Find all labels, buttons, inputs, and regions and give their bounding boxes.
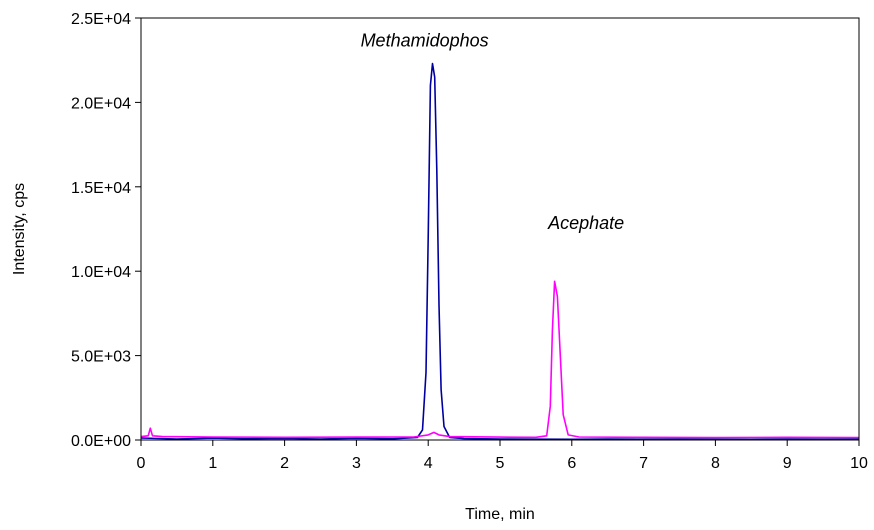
y-tick-label: 1.0E+04 <box>71 264 131 281</box>
x-axis-title: Time, min <box>465 506 535 523</box>
peak-annotation: Methamidophos <box>361 31 489 51</box>
y-axis-ticks: 0.0E+00 5.0E+03 1.0E+04 1.5E+04 2.0E+04 2.5E+… <box>71 11 141 450</box>
series-line-2 <box>140 280 860 439</box>
x-axis-ticks: 0 1 2 3 4 5 6 7 8 9 10 <box>137 440 868 472</box>
x-tick-label: 3 <box>352 455 361 472</box>
x-tick-label: 1 <box>208 455 217 472</box>
x-tick-label: 2 <box>280 455 289 472</box>
x-tick-label: 5 <box>496 455 505 472</box>
y-tick-label: 2.5E+04 <box>71 11 131 28</box>
x-tick-label: 4 <box>424 455 433 472</box>
peak-annotation: Acephate <box>547 213 624 233</box>
y-tick-label: 1.5E+04 <box>71 180 131 197</box>
annotations: Methamidophos Acephate <box>361 31 625 233</box>
y-tick-label: 2.0E+04 <box>71 95 131 112</box>
x-tick-label: 10 <box>850 455 868 472</box>
series-line-1 <box>140 62 860 441</box>
x-tick-label: 7 <box>639 455 648 472</box>
x-tick-label: 9 <box>783 455 792 472</box>
y-tick-label: 5.0E+03 <box>71 349 131 366</box>
x-tick-label: 6 <box>567 455 576 472</box>
plot-area-frame <box>140 17 860 441</box>
y-axis-title: Intensity, cps <box>11 183 28 275</box>
y-tick-label: 0.0E+00 <box>71 433 131 450</box>
series-layer <box>140 62 860 441</box>
x-tick-label: 8 <box>711 455 720 472</box>
x-tick-label: 0 <box>137 455 146 472</box>
